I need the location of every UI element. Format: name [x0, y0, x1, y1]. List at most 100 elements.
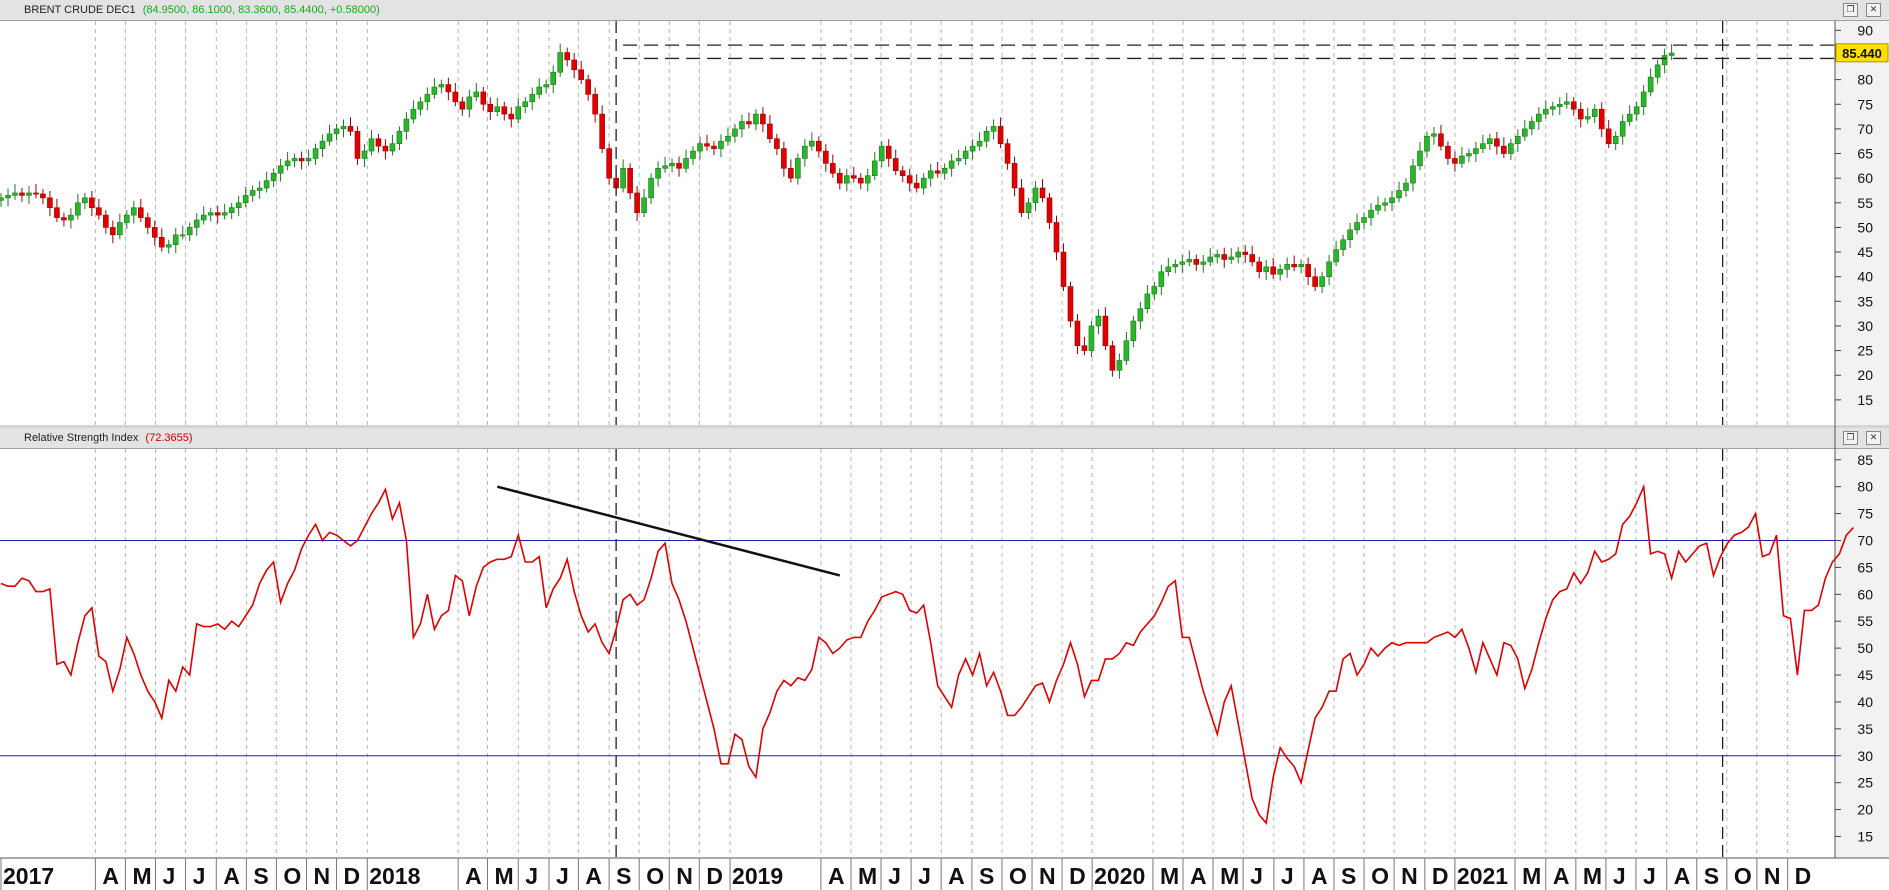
candle-body — [1536, 113, 1542, 122]
time-axis-label: N — [676, 863, 693, 889]
close-icon[interactable]: ✕ — [1866, 431, 1881, 445]
candle-body — [1018, 187, 1025, 213]
time-axis-label: M — [1583, 863, 1602, 889]
candle-body — [802, 145, 808, 159]
candle-body — [1305, 264, 1311, 277]
price-plot-area[interactable] — [0, 21, 1835, 425]
candle-body — [1046, 197, 1053, 223]
candle-body — [494, 106, 501, 112]
candle-body — [1130, 320, 1137, 342]
candle-body — [1256, 261, 1262, 273]
time-axis-label: N — [1039, 863, 1056, 889]
candle-body — [983, 131, 990, 142]
candle-body — [487, 103, 494, 112]
window-restore-icon[interactable]: ❐ — [1843, 431, 1858, 445]
candle-body — [1494, 138, 1500, 147]
candle-body — [33, 192, 39, 195]
candle-body — [445, 84, 452, 93]
candle-body — [1088, 325, 1095, 351]
time-axis-label: D — [1795, 863, 1812, 889]
rsi-y-tick-label: 60 — [1857, 586, 1873, 602]
candle-body — [61, 217, 67, 221]
candle-body — [620, 168, 626, 189]
candle-body — [1612, 135, 1619, 144]
time-axis-label: M — [495, 863, 514, 889]
time-axis-label: J — [888, 863, 901, 889]
candle-body — [948, 160, 955, 169]
time-axis-label: M — [132, 863, 151, 889]
time-axis-label: N — [313, 863, 330, 889]
candle-body — [592, 94, 598, 115]
candle-body — [1060, 251, 1067, 287]
candle-body — [1605, 128, 1612, 144]
rsi-pane-values: (72.3655) — [145, 432, 193, 444]
time-axis-label: S — [979, 863, 994, 889]
candle-body — [1081, 345, 1088, 351]
rsi-y-tick-label: 50 — [1857, 640, 1873, 656]
candle-body — [1207, 256, 1214, 263]
rsi-y-tick-label: 45 — [1857, 667, 1873, 683]
close-icon[interactable]: ✕ — [1866, 3, 1881, 17]
candle-body — [1438, 133, 1444, 147]
candle-body — [1389, 197, 1395, 204]
candle-body — [1200, 261, 1207, 265]
candle-body — [1158, 271, 1165, 287]
candle-body — [144, 217, 151, 228]
candle-body — [47, 197, 53, 209]
time-axis-label: J — [918, 863, 931, 889]
time-axis-label: O — [1009, 863, 1027, 889]
candle-body — [354, 131, 361, 159]
candle-body — [753, 113, 759, 125]
candle-body — [1556, 103, 1563, 108]
candle-body — [1640, 91, 1647, 108]
price-pane-values: (84.9500, 86.1000, 83.3600, 85.4400, +0.… — [142, 4, 380, 16]
candle-body — [955, 158, 962, 162]
time-axis-label: A — [828, 863, 845, 889]
candle-body — [571, 59, 577, 71]
candle-body — [732, 128, 738, 137]
candle-body — [1319, 276, 1325, 287]
candle-body — [1626, 113, 1633, 122]
candle-body — [403, 118, 410, 132]
rsi-line — [0, 483, 1854, 825]
candle-body — [990, 126, 997, 132]
candle-body — [1633, 106, 1640, 115]
candle-body — [1466, 153, 1472, 157]
candle-body — [124, 214, 130, 223]
price-pane-title: BRENT CRUDE DEC1 — [24, 4, 136, 16]
candle-body — [40, 193, 46, 199]
price-y-tick-label: 70 — [1857, 121, 1873, 137]
candle-body — [781, 148, 787, 169]
time-axis-label: M — [1522, 863, 1541, 889]
candle-body — [1459, 155, 1465, 164]
candle-body — [1522, 128, 1528, 137]
candle-body — [305, 158, 312, 162]
price-y-tick-label: 80 — [1857, 72, 1873, 88]
rsi-pane-header: Relative Strength Index (72.3655) ❐ ✕ — [0, 428, 1889, 449]
candle-body — [1549, 106, 1556, 110]
candle-body — [375, 138, 382, 147]
price-y-tick-label: 20 — [1857, 367, 1873, 383]
candle-body — [221, 212, 228, 216]
candle-body — [1123, 340, 1130, 361]
candle-body — [634, 192, 640, 213]
time-axis-label: D — [706, 863, 723, 889]
time-axis-label: O — [646, 863, 664, 889]
time-axis-label: O — [283, 863, 301, 889]
candle-body — [466, 96, 473, 110]
time-axis-label: J — [1250, 863, 1263, 889]
candle-body — [1039, 187, 1046, 199]
window-restore-icon[interactable]: ❐ — [1843, 3, 1858, 17]
rsi-plot-area[interactable] — [0, 449, 1835, 858]
time-axis — [0, 858, 1889, 890]
candle-body — [543, 84, 550, 88]
candle-body — [242, 195, 249, 204]
candle-body — [263, 180, 270, 189]
candle-body — [1214, 254, 1221, 258]
candle-body — [82, 197, 88, 204]
rsi-y-tick-label: 80 — [1857, 479, 1873, 495]
candle-body — [1228, 256, 1235, 260]
candle-body — [1361, 217, 1367, 223]
rsi-pane-title: Relative Strength Index — [24, 432, 139, 444]
